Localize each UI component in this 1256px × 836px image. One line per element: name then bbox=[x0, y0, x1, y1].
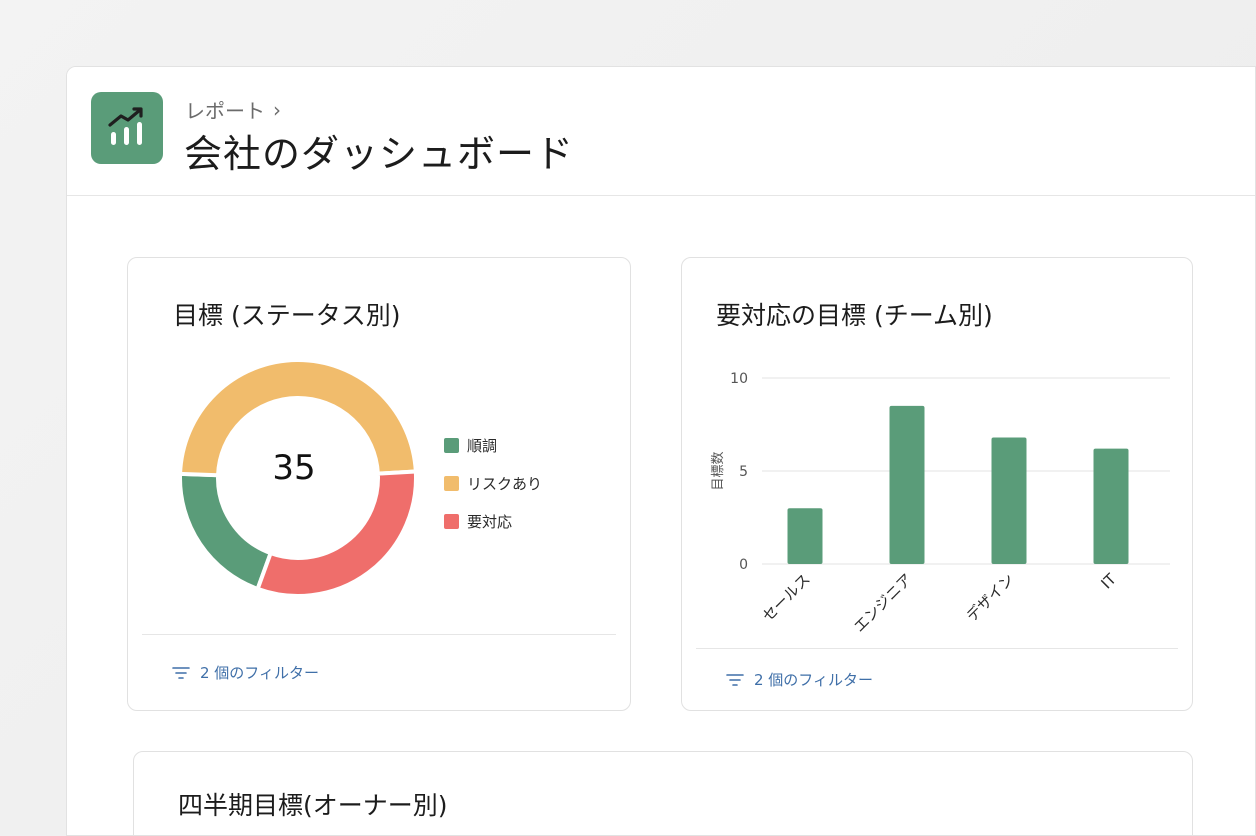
status-goals-card[interactable]: 目標 (ステータス別) 35 順調リスクあり要対応 2 個のフィルター bbox=[127, 257, 631, 711]
bar[interactable] bbox=[991, 437, 1027, 564]
y-tick-label: 0 bbox=[739, 557, 748, 573]
team-card-footer[interactable]: 2 個のフィルター bbox=[696, 648, 1178, 710]
filter-count-link[interactable]: 2 個のフィルター bbox=[200, 664, 320, 682]
x-tick-label: セールス bbox=[759, 570, 814, 625]
donut-slice-3[interactable] bbox=[255, 469, 418, 598]
status-card-footer[interactable]: 2 個のフィルター bbox=[142, 634, 616, 710]
legend-label: 順調 bbox=[467, 436, 498, 455]
legend-item[interactable]: リスクあり bbox=[444, 464, 542, 502]
dashboard-content: 目標 (ステータス別) 35 順調リスクあり要対応 2 個のフィルター 要対応の… bbox=[67, 197, 1255, 835]
chart-trend-icon bbox=[91, 92, 163, 164]
status-donut-chart bbox=[178, 358, 418, 598]
breadcrumb-separator: › bbox=[273, 97, 281, 122]
y-tick-label: 5 bbox=[739, 464, 748, 480]
legend-item[interactable]: 要対応 bbox=[444, 502, 542, 540]
bar[interactable] bbox=[1093, 448, 1129, 564]
status-card-title: 目標 (ステータス別) bbox=[173, 301, 401, 330]
breadcrumb-reports-link[interactable]: レポート bbox=[185, 99, 265, 123]
donut-slice-1[interactable] bbox=[178, 471, 274, 592]
legend-label: 要対応 bbox=[467, 512, 513, 531]
y-axis-label: 目標数 bbox=[711, 451, 726, 490]
bar[interactable] bbox=[889, 405, 925, 564]
breadcrumb: レポート › bbox=[185, 95, 281, 124]
y-tick-label: 10 bbox=[730, 371, 748, 387]
team-goals-card[interactable]: 要対応の目標 (チーム別) 0 5 10 目標数セールス エンジニア デザイン IT 2 個… bbox=[681, 257, 1193, 711]
x-tick-label: デザイン bbox=[963, 570, 1018, 625]
donut-legend: 順調リスクあり要対応 bbox=[444, 426, 542, 540]
donut-slice-2[interactable] bbox=[178, 358, 418, 478]
legend-label: リスクあり bbox=[467, 474, 543, 493]
legend-item[interactable]: 順調 bbox=[444, 426, 542, 464]
filter-icon bbox=[726, 673, 744, 687]
x-tick-label: IT bbox=[1097, 570, 1120, 593]
filter-count-link[interactable]: 2 個のフィルター bbox=[754, 671, 874, 689]
x-tick-label: エンジニア bbox=[850, 570, 916, 636]
filter-icon bbox=[172, 666, 190, 680]
donut-center-total: 35 bbox=[272, 448, 316, 488]
legend-swatch bbox=[444, 513, 459, 529]
bar[interactable] bbox=[787, 508, 823, 564]
page-title: 会社のダッシュボード bbox=[184, 132, 575, 176]
dashboard-window: レポート › 会社のダッシュボード 目標 (ステータス別) 35 順調リスクあり… bbox=[66, 66, 1256, 836]
legend-swatch bbox=[444, 475, 459, 491]
owner-card-title: 四半期目標(オーナー別) bbox=[178, 791, 448, 820]
team-card-title: 要対応の目標 (チーム別) bbox=[716, 301, 993, 330]
owner-goals-card[interactable]: 四半期目標(オーナー別) bbox=[133, 751, 1193, 835]
legend-swatch bbox=[444, 437, 459, 453]
page-header: レポート › 会社のダッシュボード bbox=[67, 67, 1255, 196]
